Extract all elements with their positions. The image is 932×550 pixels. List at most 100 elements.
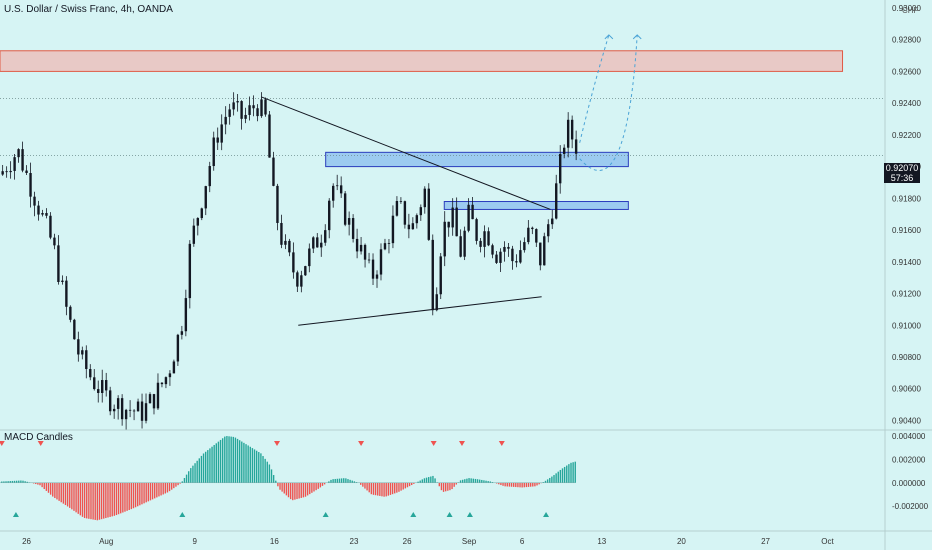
price-pane[interactable] xyxy=(0,34,885,431)
buy-signal-marker xyxy=(446,512,453,517)
candle-body xyxy=(17,149,20,158)
candle-body xyxy=(37,205,40,215)
time-tick-label: 23 xyxy=(350,537,359,546)
price-tick-label: 0.91800 xyxy=(892,194,921,203)
candle-body xyxy=(192,225,196,244)
candle-body xyxy=(551,218,554,225)
price-tick-label: 0.93000 xyxy=(892,4,921,13)
candle-body xyxy=(535,229,538,243)
demand-zone xyxy=(443,201,629,210)
candle-body xyxy=(363,244,367,260)
time-tick-label: 9 xyxy=(192,537,197,546)
candle-body xyxy=(435,294,438,311)
candle-body xyxy=(164,377,168,385)
candle-body xyxy=(539,242,542,266)
candle-body xyxy=(97,389,100,393)
candle-body xyxy=(559,153,562,184)
candle-body xyxy=(566,119,570,148)
price-tick-label: 0.91000 xyxy=(892,321,921,330)
last-price-badge: 0.92070 57:36 xyxy=(884,163,920,183)
candle-body xyxy=(562,147,566,154)
candle-body xyxy=(499,251,502,263)
currency-label: CHF xyxy=(902,6,919,15)
candle-body xyxy=(240,101,243,119)
time-tick-label: Oct xyxy=(821,537,834,546)
indicator-tick-label: 0.002000 xyxy=(892,455,926,464)
candle-body xyxy=(351,218,355,239)
candle-body xyxy=(328,200,331,231)
trendline xyxy=(298,296,542,326)
resistance-zone xyxy=(0,50,844,72)
last-price-value: 0.92070 xyxy=(885,163,919,173)
candle-body xyxy=(81,350,84,355)
candle-body xyxy=(256,108,259,117)
time-tick-label: 27 xyxy=(761,537,770,546)
time-tick-label: Aug xyxy=(99,537,113,546)
candle-body xyxy=(343,193,347,225)
projection-arrowhead xyxy=(632,34,642,40)
indicator-pane[interactable] xyxy=(0,436,576,521)
candle-body xyxy=(451,207,454,228)
candle-body xyxy=(487,231,490,246)
candle-body xyxy=(483,231,486,247)
candle-body xyxy=(228,109,231,117)
candle-body xyxy=(415,215,419,224)
candle-body xyxy=(284,240,287,245)
candle-body xyxy=(574,139,578,154)
candle-body xyxy=(184,298,188,332)
candle-body xyxy=(423,188,426,208)
candle-body xyxy=(248,105,251,115)
candle-body xyxy=(160,382,164,385)
candle-body xyxy=(324,230,327,243)
candle-body xyxy=(204,186,207,209)
candle-body xyxy=(339,185,343,194)
candle-body xyxy=(65,280,68,307)
candle-body xyxy=(208,166,211,187)
candle-body xyxy=(156,382,160,409)
candle-body xyxy=(531,227,534,230)
candle-body xyxy=(511,248,514,262)
candle-body xyxy=(1,171,4,175)
candle-body xyxy=(503,246,506,252)
candle-body xyxy=(547,224,550,237)
candle-body xyxy=(543,236,546,266)
price-tick-label: 0.91200 xyxy=(892,290,921,299)
sell-signal-marker xyxy=(498,441,505,446)
candle-body xyxy=(108,390,112,412)
time-tick-label: 13 xyxy=(597,537,606,546)
buy-signal-marker xyxy=(410,512,417,517)
candle-body xyxy=(443,221,446,257)
price-tick-label: 0.90400 xyxy=(892,416,921,425)
candle-body xyxy=(439,256,442,295)
candle-body xyxy=(220,124,223,143)
candle-body xyxy=(507,246,510,249)
candle-body xyxy=(236,101,239,103)
candle-body xyxy=(407,224,411,230)
candle-body xyxy=(61,280,64,283)
indicator-tick-label: 0.004000 xyxy=(892,432,926,441)
buy-signal-marker xyxy=(543,512,550,517)
candle-body xyxy=(555,183,558,219)
candle-body xyxy=(347,218,351,225)
time-tick-label: 26 xyxy=(403,537,412,546)
candle-body xyxy=(124,409,128,420)
time-tick-label: 20 xyxy=(677,537,686,546)
candle-body xyxy=(25,170,28,174)
candle-body xyxy=(196,218,199,226)
trendline xyxy=(260,96,551,210)
candle-body xyxy=(101,380,104,393)
candle-body xyxy=(379,249,383,275)
candle-body xyxy=(570,119,574,140)
candle-body xyxy=(172,361,176,374)
candle-body xyxy=(268,114,271,158)
candle-body xyxy=(136,401,140,412)
candle-body xyxy=(332,185,335,201)
buy-signal-marker xyxy=(322,512,329,517)
candle-body xyxy=(13,157,16,171)
candle-body xyxy=(57,245,60,283)
candle-body xyxy=(53,237,56,246)
sell-signal-marker xyxy=(274,441,281,446)
candle-body xyxy=(316,237,319,248)
